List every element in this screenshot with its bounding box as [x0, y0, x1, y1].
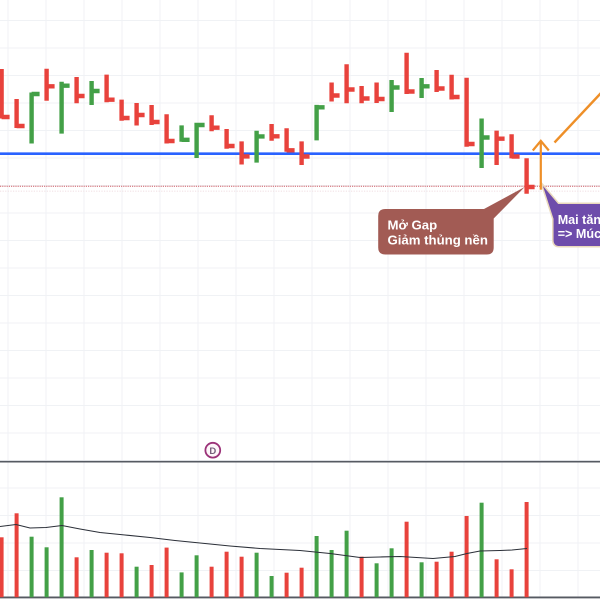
svg-text:Mai tăng tiếp: Mai tăng tiếp: [558, 213, 600, 227]
svg-text:D: D: [209, 446, 216, 457]
svg-text:=> Múc mạnh: => Múc mạnh: [558, 227, 600, 241]
svg-text:Giảm thủng nền: Giảm thủng nền: [388, 232, 488, 247]
svg-text:Mở Gap: Mở Gap: [388, 217, 438, 232]
